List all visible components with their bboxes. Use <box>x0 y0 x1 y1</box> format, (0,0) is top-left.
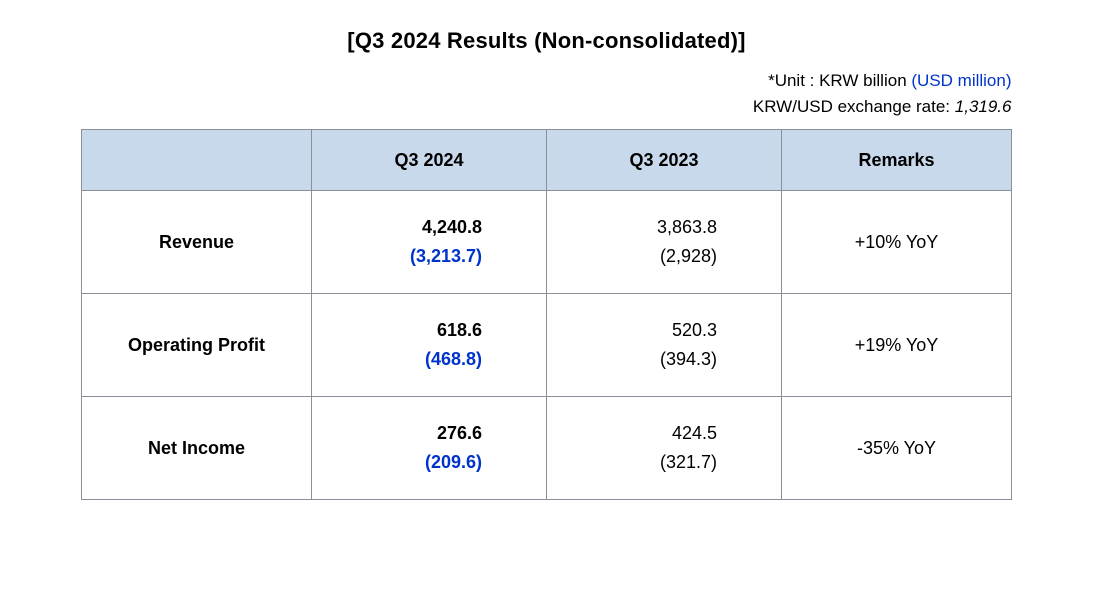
value-krw: 618.6 <box>313 316 482 345</box>
cell-q3-2023: 520.3 (394.3) <box>547 294 782 397</box>
cell-q3-2024: 4,240.8 (3,213.7) <box>312 191 547 294</box>
value-krw: 276.6 <box>313 419 482 448</box>
row-label: Operating Profit <box>82 294 312 397</box>
fx-line: KRW/USD exchange rate: 1,319.6 <box>82 94 1012 120</box>
header-q3-2024: Q3 2024 <box>312 130 547 191</box>
value-usd: (3,213.7) <box>313 242 482 271</box>
table-header-row: Q3 2024 Q3 2023 Remarks <box>82 130 1012 191</box>
page-title: [Q3 2024 Results (Non-consolidated)] <box>0 28 1093 54</box>
table-row: Revenue 4,240.8 (3,213.7) 3,863.8 (2,928… <box>82 191 1012 294</box>
row-label: Revenue <box>82 191 312 294</box>
table-row: Operating Profit 618.6 (468.8) 520.3 (39… <box>82 294 1012 397</box>
header-blank <box>82 130 312 191</box>
unit-prefix: *Unit : KRW billion <box>768 71 911 90</box>
page: [Q3 2024 Results (Non-consolidated)] *Un… <box>0 0 1093 591</box>
header-q3-2023: Q3 2023 <box>547 130 782 191</box>
unit-usd: (USD million) <box>911 71 1011 90</box>
cell-q3-2024: 618.6 (468.8) <box>312 294 547 397</box>
cell-remark: +19% YoY <box>782 294 1012 397</box>
value-krw: 4,240.8 <box>313 213 482 242</box>
value-krw: 3,863.8 <box>548 213 717 242</box>
value-usd: (321.7) <box>548 448 717 477</box>
value-usd: (394.3) <box>548 345 717 374</box>
cell-q3-2024: 276.6 (209.6) <box>312 397 547 500</box>
fx-label: KRW/USD exchange rate: <box>753 97 955 116</box>
cell-q3-2023: 3,863.8 (2,928) <box>547 191 782 294</box>
row-label: Net Income <box>82 397 312 500</box>
fx-value: 1,319.6 <box>955 97 1012 116</box>
value-usd: (468.8) <box>313 345 482 374</box>
header-remarks: Remarks <box>782 130 1012 191</box>
value-krw: 424.5 <box>548 419 717 448</box>
value-usd: (209.6) <box>313 448 482 477</box>
cell-remark: -35% YoY <box>782 397 1012 500</box>
unit-line: *Unit : KRW billion (USD million) <box>82 68 1012 94</box>
table-row: Net Income 276.6 (209.6) 424.5 (321.7) -… <box>82 397 1012 500</box>
cell-remark: +10% YoY <box>782 191 1012 294</box>
cell-q3-2023: 424.5 (321.7) <box>547 397 782 500</box>
value-usd: (2,928) <box>548 242 717 271</box>
unit-notes: *Unit : KRW billion (USD million) KRW/US… <box>82 68 1012 119</box>
results-table: Q3 2024 Q3 2023 Remarks Revenue 4,240.8 … <box>81 129 1012 500</box>
value-krw: 520.3 <box>548 316 717 345</box>
